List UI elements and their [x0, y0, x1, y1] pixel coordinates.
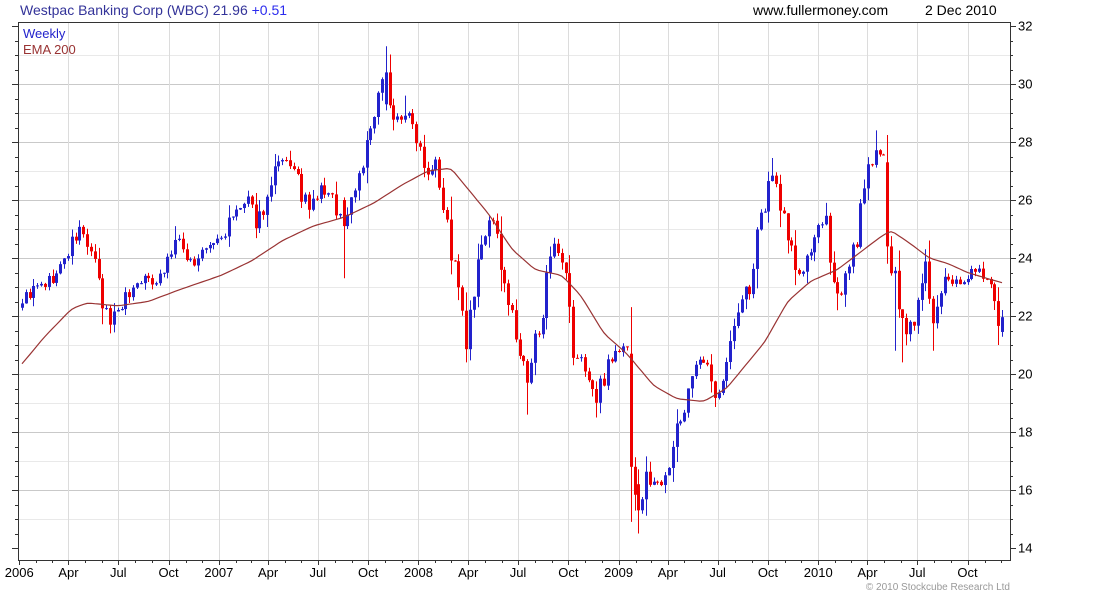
- svg-text:20: 20: [1018, 367, 1032, 382]
- svg-text:2006: 2006: [5, 565, 34, 580]
- svg-text:Oct: Oct: [158, 565, 179, 580]
- price-change: +0.51: [251, 2, 288, 18]
- svg-text:Apr: Apr: [658, 565, 679, 580]
- gridlines: [18, 22, 1010, 560]
- instrument-title: Westpac Banking Corp (WBC) 21.96: [20, 2, 248, 18]
- svg-text:Jul: Jul: [310, 565, 327, 580]
- y-axis-labels: 14 16 18 20 22 24 26 28 30 32: [1018, 19, 1032, 556]
- svg-text:Jul: Jul: [709, 565, 726, 580]
- svg-text:14: 14: [1018, 541, 1032, 556]
- svg-text:24: 24: [1018, 251, 1032, 266]
- legend-weekly-label: Weekly: [23, 26, 66, 41]
- svg-text:Apr: Apr: [258, 565, 279, 580]
- svg-text:2007: 2007: [204, 565, 233, 580]
- site-link[interactable]: www.fullermoney.com: [753, 2, 889, 18]
- svg-text:32: 32: [1018, 19, 1032, 34]
- svg-text:Jul: Jul: [510, 565, 527, 580]
- svg-text:30: 30: [1018, 77, 1032, 92]
- plot-border: [18, 22, 1011, 561]
- svg-text:2009: 2009: [604, 565, 633, 580]
- svg-text:Jul: Jul: [110, 565, 127, 580]
- svg-text:2010: 2010: [804, 565, 833, 580]
- svg-text:16: 16: [1018, 483, 1032, 498]
- svg-text:Oct: Oct: [558, 565, 579, 580]
- candles-layer: [21, 46, 1004, 534]
- svg-text:Oct: Oct: [957, 565, 978, 580]
- svg-text:Jul: Jul: [909, 565, 926, 580]
- svg-text:Apr: Apr: [458, 565, 479, 580]
- x-axis-labels: 2006 Apr Jul Oct 2007 Apr Jul Oct 2008 Apr Jul Oct 2…: [5, 565, 978, 580]
- legend-ema-label: EMA 200: [23, 42, 76, 57]
- svg-text:28: 28: [1018, 135, 1032, 150]
- svg-text:Apr: Apr: [58, 565, 79, 580]
- svg-text:22: 22: [1018, 309, 1032, 324]
- svg-text:Oct: Oct: [358, 565, 379, 580]
- page-title: Westpac Banking Corp (WBC) 21.96 +0.51: [20, 2, 287, 18]
- svg-text:Apr: Apr: [857, 565, 878, 580]
- copyright-label: © 2010 Stockcube Research Ltd: [865, 582, 1010, 593]
- svg-text:Oct: Oct: [758, 565, 779, 580]
- ema-line: [21, 167, 1003, 402]
- date-label: 2 Dec 2010: [925, 2, 997, 18]
- svg-text:18: 18: [1018, 425, 1032, 440]
- svg-text:2008: 2008: [404, 565, 433, 580]
- chart-legend: Weekly EMA 200: [23, 26, 76, 58]
- svg-text:26: 26: [1018, 193, 1032, 208]
